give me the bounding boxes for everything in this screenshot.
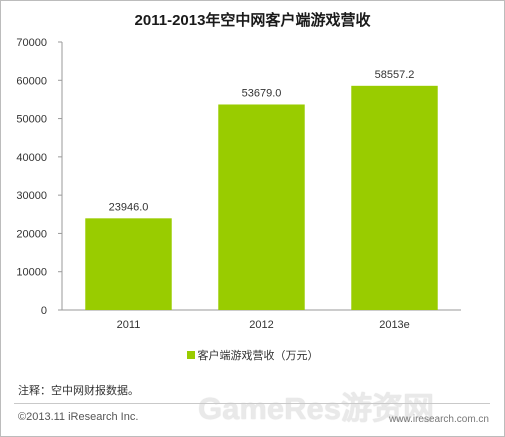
bar-chart: 0 10000 20000 30000 40000 50000 60000 70000 2394…: [16, 37, 461, 331]
site-url: www.iresearch.com.cn: [388, 414, 489, 425]
y-tick-label: 50000: [16, 114, 47, 126]
bar-2011: [85, 218, 172, 310]
bar-value-label: 23946.0: [109, 201, 149, 213]
x-tick-label: 2012: [249, 319, 273, 331]
bar-2013e: [351, 85, 438, 311]
y-tick-label: 60000: [16, 75, 47, 87]
copyright-text: ©2013.11 iResearch Inc.: [18, 411, 139, 423]
legend-swatch: [186, 351, 195, 360]
y-tick-label: 10000: [16, 267, 47, 279]
y-tick-label: 0: [41, 305, 47, 317]
x-tick-label: 2011: [117, 319, 141, 331]
x-tick-label: 2013e: [379, 319, 410, 331]
y-tick-label: 70000: [16, 37, 47, 49]
y-tick-label: 30000: [16, 190, 47, 202]
watermark-logo: GameRes游资网: [198, 391, 435, 426]
bar-value-label: 53679.0: [242, 87, 282, 99]
legend: 客户端游戏营收（万元）: [0, 347, 505, 363]
chart-title: 2011-2013年空中网客户端游戏营收: [134, 12, 371, 29]
bar-value-label: 58557.2: [375, 69, 415, 81]
source-note: 注释：空中网财报数据。: [18, 385, 139, 397]
bar-2012: [218, 104, 305, 310]
y-tick-label: 40000: [16, 152, 47, 164]
legend-label: 客户端游戏营收（万元）: [197, 350, 319, 362]
y-tick-label: 20000: [16, 228, 47, 240]
footer-divider: [14, 403, 490, 404]
